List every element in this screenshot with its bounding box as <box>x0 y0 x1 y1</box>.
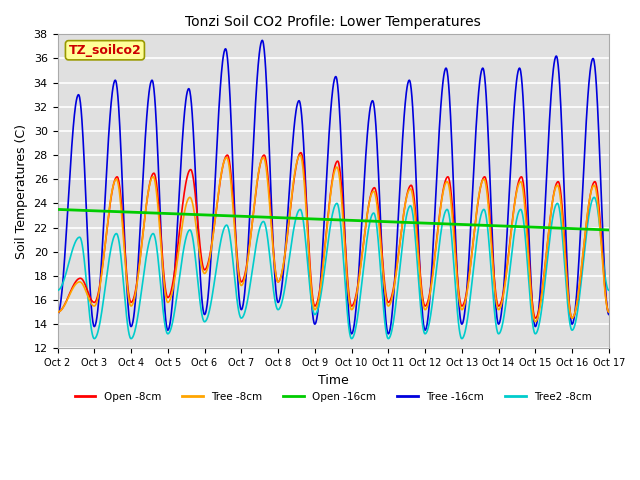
Text: TZ_soilco2: TZ_soilco2 <box>68 44 141 57</box>
X-axis label: Time: Time <box>318 373 349 386</box>
Legend: Open -8cm, Tree -8cm, Open -16cm, Tree -16cm, Tree2 -8cm: Open -8cm, Tree -8cm, Open -16cm, Tree -… <box>70 387 596 406</box>
Title: Tonzi Soil CO2 Profile: Lower Temperatures: Tonzi Soil CO2 Profile: Lower Temperatur… <box>186 15 481 29</box>
Y-axis label: Soil Temperatures (C): Soil Temperatures (C) <box>15 124 28 259</box>
